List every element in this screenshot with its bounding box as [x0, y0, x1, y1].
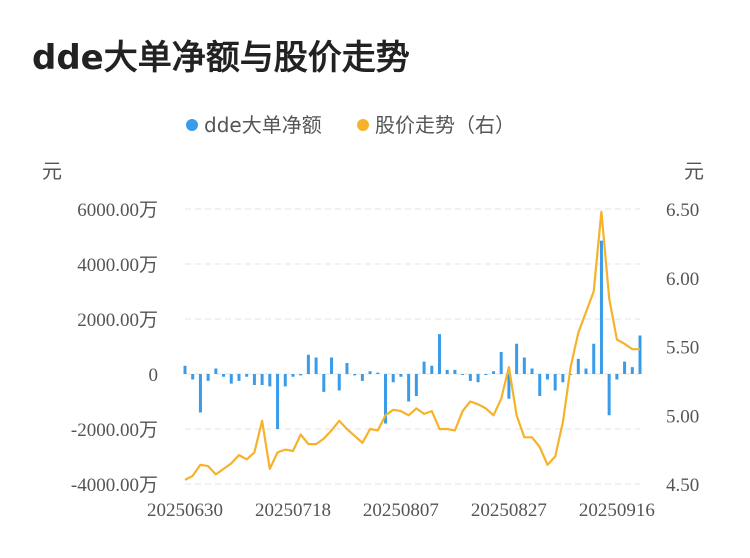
- bar[interactable]: [561, 374, 565, 383]
- bar[interactable]: [322, 374, 326, 392]
- bar[interactable]: [576, 358, 580, 374]
- left-axis-unit: 元: [42, 159, 62, 183]
- left-tick-label: 0: [149, 365, 159, 386]
- left-tick-label: 2000.00万: [77, 310, 158, 331]
- legend-item-dde[interactable]: dde大单净额: [186, 113, 322, 137]
- bar[interactable]: [515, 343, 519, 374]
- right-tick-label: 4.50: [666, 475, 699, 496]
- bar[interactable]: [461, 374, 465, 375]
- bar[interactable]: [353, 374, 357, 376]
- legend-item-price[interactable]: 股价走势（右）: [357, 113, 515, 137]
- right-tick-label: 6.50: [666, 200, 699, 221]
- bar[interactable]: [584, 368, 588, 375]
- legend-marker-dde: [186, 119, 198, 131]
- legend: dde大单净额 股价走势（右）: [186, 113, 515, 137]
- bar[interactable]: [484, 374, 488, 375]
- bar[interactable]: [252, 374, 256, 385]
- bar[interactable]: [530, 368, 534, 375]
- left-tick-label: 4000.00万: [77, 255, 158, 276]
- bar[interactable]: [491, 371, 495, 374]
- bar[interactable]: [306, 354, 310, 374]
- bar[interactable]: [538, 374, 542, 396]
- bar[interactable]: [476, 374, 480, 383]
- bar[interactable]: [414, 374, 418, 396]
- bar[interactable]: [422, 361, 426, 374]
- legend-label-price: 股价走势（右）: [375, 113, 515, 137]
- right-axis-ticks: 6.50 6.00 5.50 5.00 4.50: [666, 200, 699, 496]
- bar[interactable]: [445, 369, 449, 374]
- x-tick-label: 20250807: [363, 500, 439, 521]
- bar[interactable]: [268, 374, 272, 387]
- x-tick-label: 20250916: [579, 500, 655, 521]
- bar[interactable]: [299, 374, 303, 376]
- bar[interactable]: [545, 374, 549, 380]
- bar[interactable]: [283, 374, 287, 387]
- bar[interactable]: [376, 372, 380, 374]
- right-tick-label: 6.00: [666, 269, 699, 290]
- bar[interactable]: [337, 374, 341, 391]
- bar[interactable]: [630, 367, 634, 374]
- line-series-price: [184, 210, 640, 481]
- bar[interactable]: [407, 374, 411, 402]
- x-tick-label: 20250630: [147, 500, 223, 521]
- bar[interactable]: [214, 368, 218, 375]
- bar[interactable]: [599, 240, 603, 374]
- bar[interactable]: [345, 363, 349, 374]
- bar[interactable]: [384, 374, 388, 424]
- price-line[interactable]: [184, 210, 640, 481]
- x-axis-ticks: 20250630 20250718 20250807 20250827 20250916: [147, 500, 655, 521]
- bar[interactable]: [592, 343, 596, 374]
- bar[interactable]: [553, 374, 557, 391]
- bar[interactable]: [399, 374, 403, 377]
- bar[interactable]: [453, 369, 457, 374]
- bar[interactable]: [276, 374, 280, 429]
- bar[interactable]: [222, 374, 226, 377]
- left-tick-label: -2000.00万: [71, 420, 158, 441]
- left-tick-label: -4000.00万: [71, 475, 158, 496]
- bar[interactable]: [183, 365, 187, 374]
- right-tick-label: 5.00: [666, 406, 699, 427]
- bar[interactable]: [430, 365, 434, 374]
- bar[interactable]: [638, 335, 642, 375]
- bar[interactable]: [615, 374, 619, 380]
- bar[interactable]: [468, 374, 472, 381]
- x-tick-label: 20250827: [471, 500, 547, 521]
- bar[interactable]: [229, 374, 233, 384]
- bar[interactable]: [437, 334, 441, 374]
- bar[interactable]: [237, 374, 241, 381]
- bar[interactable]: [314, 357, 318, 375]
- bar[interactable]: [607, 374, 611, 416]
- bar[interactable]: [198, 374, 202, 413]
- chart-title: dde大单净额与股价走势: [32, 38, 410, 78]
- left-tick-label: 6000.00万: [77, 200, 158, 221]
- bar[interactable]: [245, 374, 249, 377]
- legend-label-dde: dde大单净额: [204, 113, 322, 137]
- bar[interactable]: [291, 374, 295, 377]
- left-axis-ticks: 6000.00万 4000.00万 2000.00万 0 -2000.00万 -4000.…: [71, 200, 158, 496]
- x-tick-label: 20250718: [255, 500, 331, 521]
- legend-marker-price: [357, 119, 369, 131]
- right-axis-unit: 元: [684, 159, 704, 183]
- right-tick-label: 5.50: [666, 338, 699, 359]
- bar[interactable]: [623, 361, 627, 374]
- bar[interactable]: [360, 374, 364, 381]
- gridlines: [185, 208, 640, 485]
- bar[interactable]: [499, 352, 503, 374]
- bar[interactable]: [507, 374, 511, 399]
- bar[interactable]: [191, 374, 195, 380]
- bar[interactable]: [330, 357, 334, 375]
- bar-series-dde: [183, 240, 642, 429]
- bar[interactable]: [260, 374, 264, 385]
- bar[interactable]: [206, 374, 210, 381]
- bar[interactable]: [391, 374, 395, 383]
- bar[interactable]: [522, 357, 526, 375]
- bar[interactable]: [368, 371, 372, 374]
